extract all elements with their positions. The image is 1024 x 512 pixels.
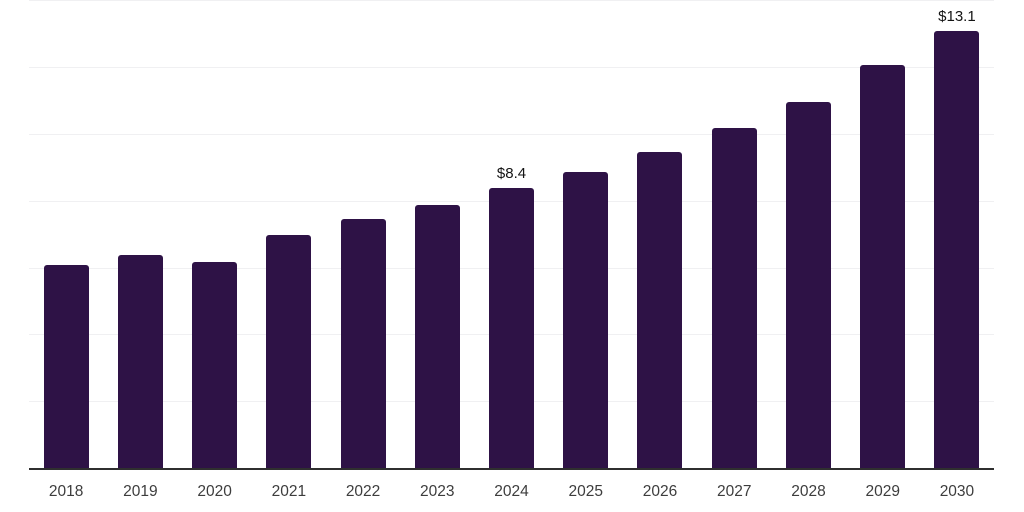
bar-slot-2019 [103, 0, 177, 469]
bar-2020 [192, 261, 238, 469]
x-axis-label-2027: 2027 [716, 483, 752, 500]
bar-2029 [860, 64, 906, 469]
bar-2021 [266, 235, 312, 469]
bar-2030 [934, 31, 980, 469]
bar-slot-2022 [326, 0, 400, 469]
bar-2028 [785, 101, 831, 469]
x-axis-label-2022: 2022 [345, 483, 381, 500]
gridline [29, 134, 994, 135]
bar-value-label-2024: $8.4 [496, 165, 527, 183]
x-axis-line [29, 468, 994, 470]
x-axis-label-2024: 2024 [494, 483, 529, 500]
bar-2026 [637, 151, 683, 469]
bar-2019 [117, 255, 163, 469]
bar-2023 [414, 205, 460, 469]
bar-slot-2023 [400, 0, 474, 469]
bar-slot-2026 [623, 0, 697, 469]
x-axis-label-2018: 2018 [48, 483, 84, 500]
bar-2024 [489, 188, 535, 469]
x-axis-label-2028: 2028 [791, 483, 826, 500]
x-axis-label-2020: 2020 [197, 483, 232, 500]
bar-slot-2024: $8.4 [474, 0, 548, 469]
bars-container: $8.4 $13.1 [29, 0, 994, 469]
x-axis-label-2026: 2026 [642, 483, 678, 500]
bar-slot-2029 [846, 0, 920, 469]
bar-slot-2030: $13.1 [920, 0, 994, 469]
gridline [29, 0, 994, 2]
plot-area: $8.4 $13.1 [29, 0, 994, 470]
x-axis-label-2019: 2019 [123, 483, 158, 500]
bar-slot-2027 [697, 0, 771, 469]
bar-slot-2021 [252, 0, 326, 469]
bar-2022 [340, 218, 386, 469]
bar-slot-2020 [177, 0, 251, 469]
x-axis-label-2025: 2025 [568, 483, 603, 500]
x-axis-label-2023: 2023 [420, 483, 455, 500]
bar-2027 [711, 128, 757, 469]
bar-slot-2025 [549, 0, 623, 469]
bar-slot-2028 [771, 0, 845, 469]
bar-slot-2018 [29, 0, 103, 469]
x-axis-label-2029: 2029 [865, 483, 900, 500]
gridline [29, 67, 994, 69]
bar-2025 [563, 171, 609, 469]
bar-value-label-2030: $13.1 [938, 8, 976, 26]
x-axis-label-2021: 2021 [271, 483, 307, 500]
x-axis-labels: 2018 2019 2020 2021 2022 2023 2024 2025 2026 2027… [29, 482, 994, 502]
bar-2018 [43, 265, 89, 469]
x-axis-label-2030: 2030 [939, 483, 975, 500]
